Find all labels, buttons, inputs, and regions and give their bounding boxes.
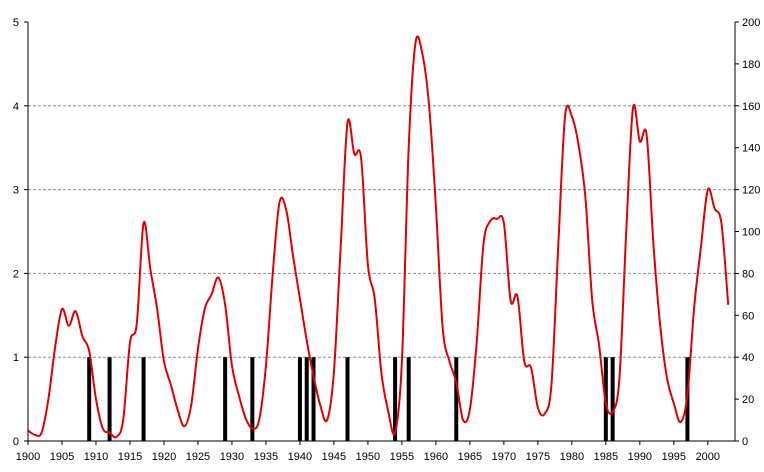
x-tick-label-2000: 2000 <box>696 451 720 463</box>
bar-1929 <box>223 357 228 441</box>
bar-series <box>87 357 690 441</box>
bar-1912 <box>107 357 112 441</box>
y-left-tick-label-4: 4 <box>13 101 19 113</box>
bar-1909 <box>87 357 92 441</box>
x-tick-label-1955: 1955 <box>390 451 414 463</box>
y-left-tick-label-0: 0 <box>13 436 19 448</box>
x-axis-ticks: 1900 1905 1910 1915 1920 1925 1930 1935 1940 1945… <box>16 441 720 463</box>
y-right-tick-label-120: 120 <box>742 185 760 197</box>
y-right-tick-label-0: 0 <box>742 436 748 448</box>
grid-lines <box>28 105 735 358</box>
x-tick-label-1950: 1950 <box>356 451 380 463</box>
x-tick-label-1905: 1905 <box>50 451 74 463</box>
x-tick-label-1965: 1965 <box>458 451 482 463</box>
y-right-tick-label-80: 80 <box>742 268 754 280</box>
x-tick-label-1990: 1990 <box>628 451 652 463</box>
bar-1956 <box>406 357 411 441</box>
line-series <box>27 35 730 439</box>
x-tick-label-1920: 1920 <box>152 451 176 463</box>
x-tick-label-1960: 1960 <box>424 451 448 463</box>
y-right-tick-label-160: 160 <box>742 101 760 113</box>
x-tick-label-1945: 1945 <box>322 451 346 463</box>
x-tick-label-1985: 1985 <box>594 451 618 463</box>
x-tick-label-1900: 1900 <box>16 451 40 463</box>
x-tick-label-1940: 1940 <box>288 451 312 463</box>
y-left-tick-label-2: 2 <box>13 268 19 280</box>
bar-1963 <box>454 357 459 441</box>
bar-1986 <box>610 357 615 441</box>
x-tick-label-1975: 1975 <box>526 451 550 463</box>
y-right-tick-label-200: 200 <box>742 17 760 29</box>
x-tick-label-1970: 1970 <box>492 451 516 463</box>
x-tick-label-1925: 1925 <box>186 451 210 463</box>
x-tick-label-1915: 1915 <box>118 451 142 463</box>
x-tick-label-1930: 1930 <box>220 451 244 463</box>
y-right-tick-label-180: 180 <box>742 59 760 71</box>
y-right-tick-label-40: 40 <box>742 352 754 364</box>
y-right-tick-label-140: 140 <box>742 143 760 155</box>
y-right-tick-label-100: 100 <box>742 227 760 239</box>
bar-1947 <box>345 357 350 441</box>
bar-1941 <box>304 357 309 441</box>
y-left-tick-label-5: 5 <box>13 17 19 29</box>
bar-1940 <box>297 357 302 441</box>
y-right-tick-label-60: 60 <box>742 310 754 322</box>
bar-1942 <box>311 357 316 441</box>
x-tick-label-1910: 1910 <box>84 451 108 463</box>
bar-1933 <box>250 357 255 441</box>
y-right-tick-label-20: 20 <box>742 394 754 406</box>
bar-1917 <box>141 357 146 441</box>
bar-1954 <box>393 357 398 441</box>
y-left-tick-label-3: 3 <box>13 185 19 197</box>
y-left-tick-label-1: 1 <box>13 352 19 364</box>
y-axis-left-ticks: 0 1 2 3 4 5 <box>13 17 28 448</box>
x-tick-label-1935: 1935 <box>254 451 278 463</box>
y-axis-right-ticks: 0 20 40 60 80 100 120 140 160 180 200 <box>735 17 760 448</box>
x-tick-label-1995: 1995 <box>662 451 686 463</box>
x-tick-label-1980: 1980 <box>560 451 584 463</box>
line-series-0 <box>27 35 730 439</box>
